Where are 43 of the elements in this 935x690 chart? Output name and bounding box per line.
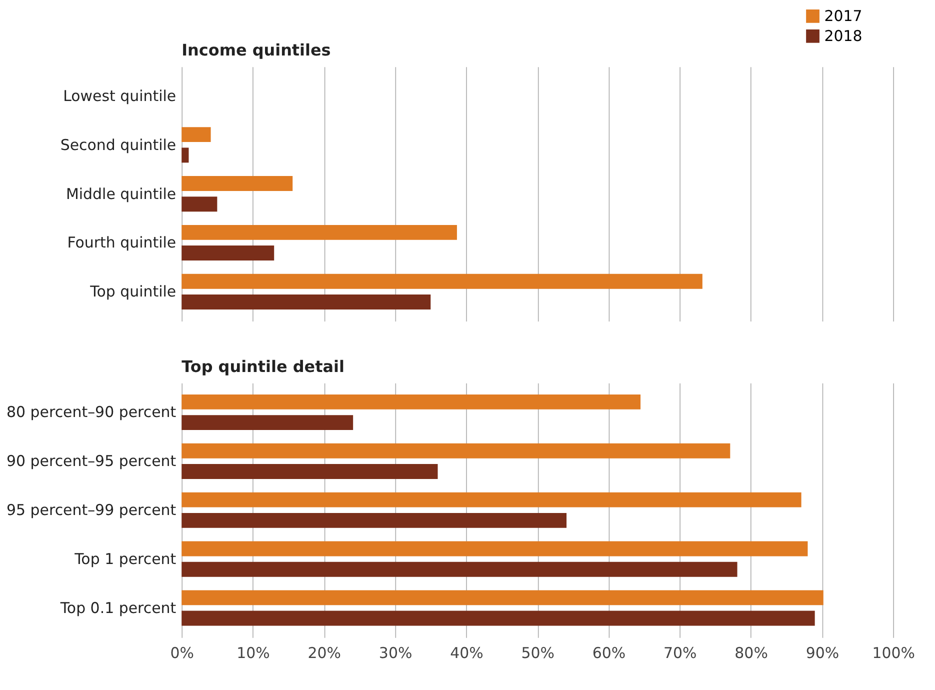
bar (182, 415, 354, 430)
y-tick-label: Fourth quintile (67, 234, 176, 252)
bar (182, 246, 274, 261)
y-tick-label: Second quintile (60, 136, 176, 154)
x-tick-label: 60% (592, 644, 626, 662)
x-tick-label: 70% (664, 644, 697, 662)
y-tick-label: Top 0.1 percent (59, 598, 176, 617)
x-tick-label: 50% (521, 644, 554, 662)
y-tick-label: 80 percent–90 percent (6, 403, 176, 422)
bar (182, 610, 815, 626)
bar (182, 562, 738, 577)
y-tick-label: 90 percent–95 percent (6, 452, 176, 470)
x-tick-label: 10% (236, 644, 270, 662)
bar (182, 590, 824, 606)
bar (182, 224, 457, 240)
bar (182, 127, 211, 142)
bar (182, 148, 189, 163)
bar (182, 196, 218, 212)
x-tick-label: 0% (170, 644, 194, 662)
bar (182, 541, 808, 556)
bar (182, 443, 730, 458)
x-tick-label: 40% (450, 644, 484, 662)
y-tick-label: Top quintile (89, 282, 176, 301)
bar (182, 274, 702, 289)
bar (182, 294, 431, 310)
y-tick-label: Lowest quintile (63, 86, 176, 105)
x-tick-label: 80% (734, 644, 768, 662)
y-tick-label: 95 percent–99 percent (6, 501, 176, 520)
x-tick-label: 100% (872, 644, 915, 662)
bar (182, 176, 293, 191)
bar (182, 464, 438, 479)
x-tick-label: 20% (308, 644, 342, 662)
chart-title: Income quintiles (182, 40, 331, 60)
bar (182, 394, 641, 410)
y-tick-label: Top 1 percent (74, 550, 176, 568)
x-tick-label: 90% (806, 644, 840, 662)
y-tick-label: Middle quintile (66, 184, 176, 203)
bar (182, 512, 567, 528)
x-tick-label: 30% (378, 644, 412, 662)
bar (182, 492, 802, 508)
legend-label: 2017 (824, 7, 862, 26)
chart-title: Top quintile detail (182, 356, 344, 376)
legend-label: 2018 (824, 27, 862, 46)
